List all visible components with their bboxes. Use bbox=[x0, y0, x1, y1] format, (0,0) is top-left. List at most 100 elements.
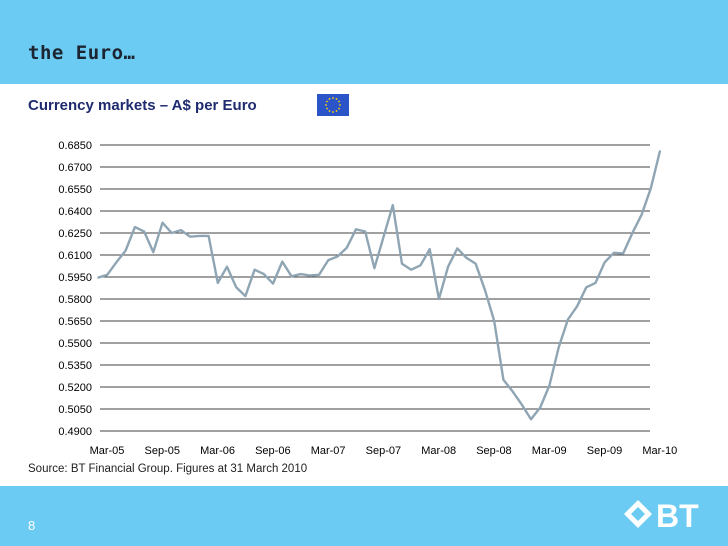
data-point bbox=[364, 230, 366, 233]
data-point bbox=[97, 276, 99, 279]
y-tick-label: 0.6550 bbox=[58, 184, 92, 196]
data-point bbox=[161, 221, 164, 224]
data-point bbox=[530, 418, 532, 421]
data-point bbox=[170, 232, 173, 234]
data-point bbox=[152, 251, 155, 253]
data-point bbox=[465, 257, 468, 259]
data-point bbox=[318, 274, 320, 276]
x-tick-label: Mar-06 bbox=[200, 445, 235, 457]
data-point bbox=[428, 248, 431, 250]
data-point bbox=[659, 150, 661, 152]
data-point bbox=[401, 263, 403, 265]
x-tick-label: Sep-06 bbox=[255, 445, 290, 457]
x-tick-label: Mar-08 bbox=[421, 445, 456, 457]
data-point bbox=[539, 406, 542, 409]
x-tick-label: Mar-10 bbox=[642, 445, 677, 457]
data-point bbox=[585, 286, 588, 289]
data-point bbox=[290, 275, 293, 278]
flag-star bbox=[338, 100, 340, 103]
flag-star bbox=[335, 98, 338, 100]
data-point bbox=[511, 390, 514, 393]
data-point bbox=[207, 235, 210, 237]
data-point bbox=[557, 346, 560, 349]
data-point bbox=[272, 282, 274, 285]
flag-star bbox=[332, 97, 334, 99]
line-chart: 0.6850 0.6700 0.6550 0.6400 0.6250 0.6100 0.59… bbox=[58, 140, 678, 457]
y-tick-label: 0.5500 bbox=[58, 338, 92, 350]
data-point bbox=[124, 249, 127, 252]
flag-star bbox=[325, 104, 327, 106]
data-point bbox=[253, 268, 256, 271]
data-point bbox=[548, 384, 551, 387]
y-tick-label: 0.5050 bbox=[58, 404, 92, 416]
flag-star bbox=[326, 107, 328, 110]
x-axis-labels: Mar-05 Sep-05 Mar-06 Sep-06 Mar-07 Sep-07 Mar-… bbox=[90, 445, 678, 457]
data-point bbox=[235, 286, 237, 289]
data-point bbox=[649, 187, 652, 190]
data-point bbox=[640, 213, 643, 216]
data-point bbox=[336, 255, 339, 258]
y-tick-label: 0.5650 bbox=[58, 316, 92, 328]
data-point bbox=[281, 260, 284, 263]
data-point bbox=[198, 235, 201, 237]
flag-star bbox=[328, 110, 331, 112]
data-point bbox=[309, 274, 311, 277]
series-line bbox=[97, 150, 662, 421]
y-tick-label: 0.6100 bbox=[58, 250, 92, 262]
x-tick-label: Mar-05 bbox=[90, 445, 125, 457]
y-tick-label: 0.5200 bbox=[58, 382, 92, 394]
data-point bbox=[631, 232, 634, 234]
y-tick-label: 0.5800 bbox=[58, 294, 92, 306]
data-point bbox=[143, 230, 145, 233]
data-point bbox=[355, 228, 357, 231]
data-point bbox=[216, 282, 219, 284]
data-point bbox=[613, 252, 615, 254]
data-point bbox=[447, 265, 449, 268]
data-point bbox=[419, 264, 422, 267]
data-point bbox=[567, 318, 569, 321]
data-point bbox=[134, 226, 136, 228]
data-point bbox=[373, 267, 376, 269]
data-point bbox=[502, 378, 505, 381]
data-point bbox=[456, 247, 459, 250]
data-point bbox=[263, 273, 265, 275]
flag-star bbox=[338, 107, 340, 110]
data-point bbox=[603, 261, 606, 264]
y-axis-labels: 0.6850 0.6700 0.6550 0.6400 0.6250 0.6100 0.59… bbox=[58, 140, 92, 438]
y-tick-label: 0.6250 bbox=[58, 228, 92, 240]
eu-flag-icon bbox=[317, 94, 349, 116]
x-tick-label: Sep-05 bbox=[145, 445, 180, 457]
data-point bbox=[576, 305, 578, 308]
y-tick-label: 0.6850 bbox=[58, 140, 92, 152]
flag-star bbox=[335, 110, 338, 112]
y-tick-label: 0.6700 bbox=[58, 162, 92, 174]
x-tick-label: Mar-07 bbox=[311, 445, 346, 457]
y-tick-label: 0.4900 bbox=[58, 426, 92, 438]
x-tick-label: Mar-09 bbox=[532, 445, 567, 457]
data-point bbox=[180, 229, 182, 231]
data-point bbox=[392, 204, 394, 206]
data-point bbox=[493, 320, 495, 322]
data-point bbox=[521, 403, 523, 406]
slide-heading: the Euro… bbox=[28, 42, 136, 64]
y-tick-label: 0.6400 bbox=[58, 206, 92, 218]
flag-star bbox=[328, 98, 331, 100]
bt-logo-icon: BT bbox=[620, 496, 710, 537]
data-point bbox=[622, 252, 624, 255]
data-point bbox=[594, 282, 597, 284]
page-number: 8 bbox=[28, 518, 36, 533]
chart-gridlines bbox=[100, 144, 650, 432]
data-point bbox=[382, 235, 385, 238]
x-tick-label: Sep-08 bbox=[476, 445, 511, 457]
data-point bbox=[345, 246, 348, 249]
source-note: Source: BT Financial Group. Figures at 3… bbox=[28, 463, 308, 475]
data-point bbox=[115, 261, 118, 264]
data-point bbox=[189, 235, 191, 238]
data-point bbox=[410, 268, 413, 271]
flag-star bbox=[339, 104, 341, 106]
data-point bbox=[438, 298, 440, 300]
chart-subtitle: Currency markets – A$ per Euro bbox=[28, 97, 257, 114]
bt-logo-text: BT bbox=[656, 498, 699, 532]
y-tick-label: 0.5350 bbox=[58, 360, 92, 372]
